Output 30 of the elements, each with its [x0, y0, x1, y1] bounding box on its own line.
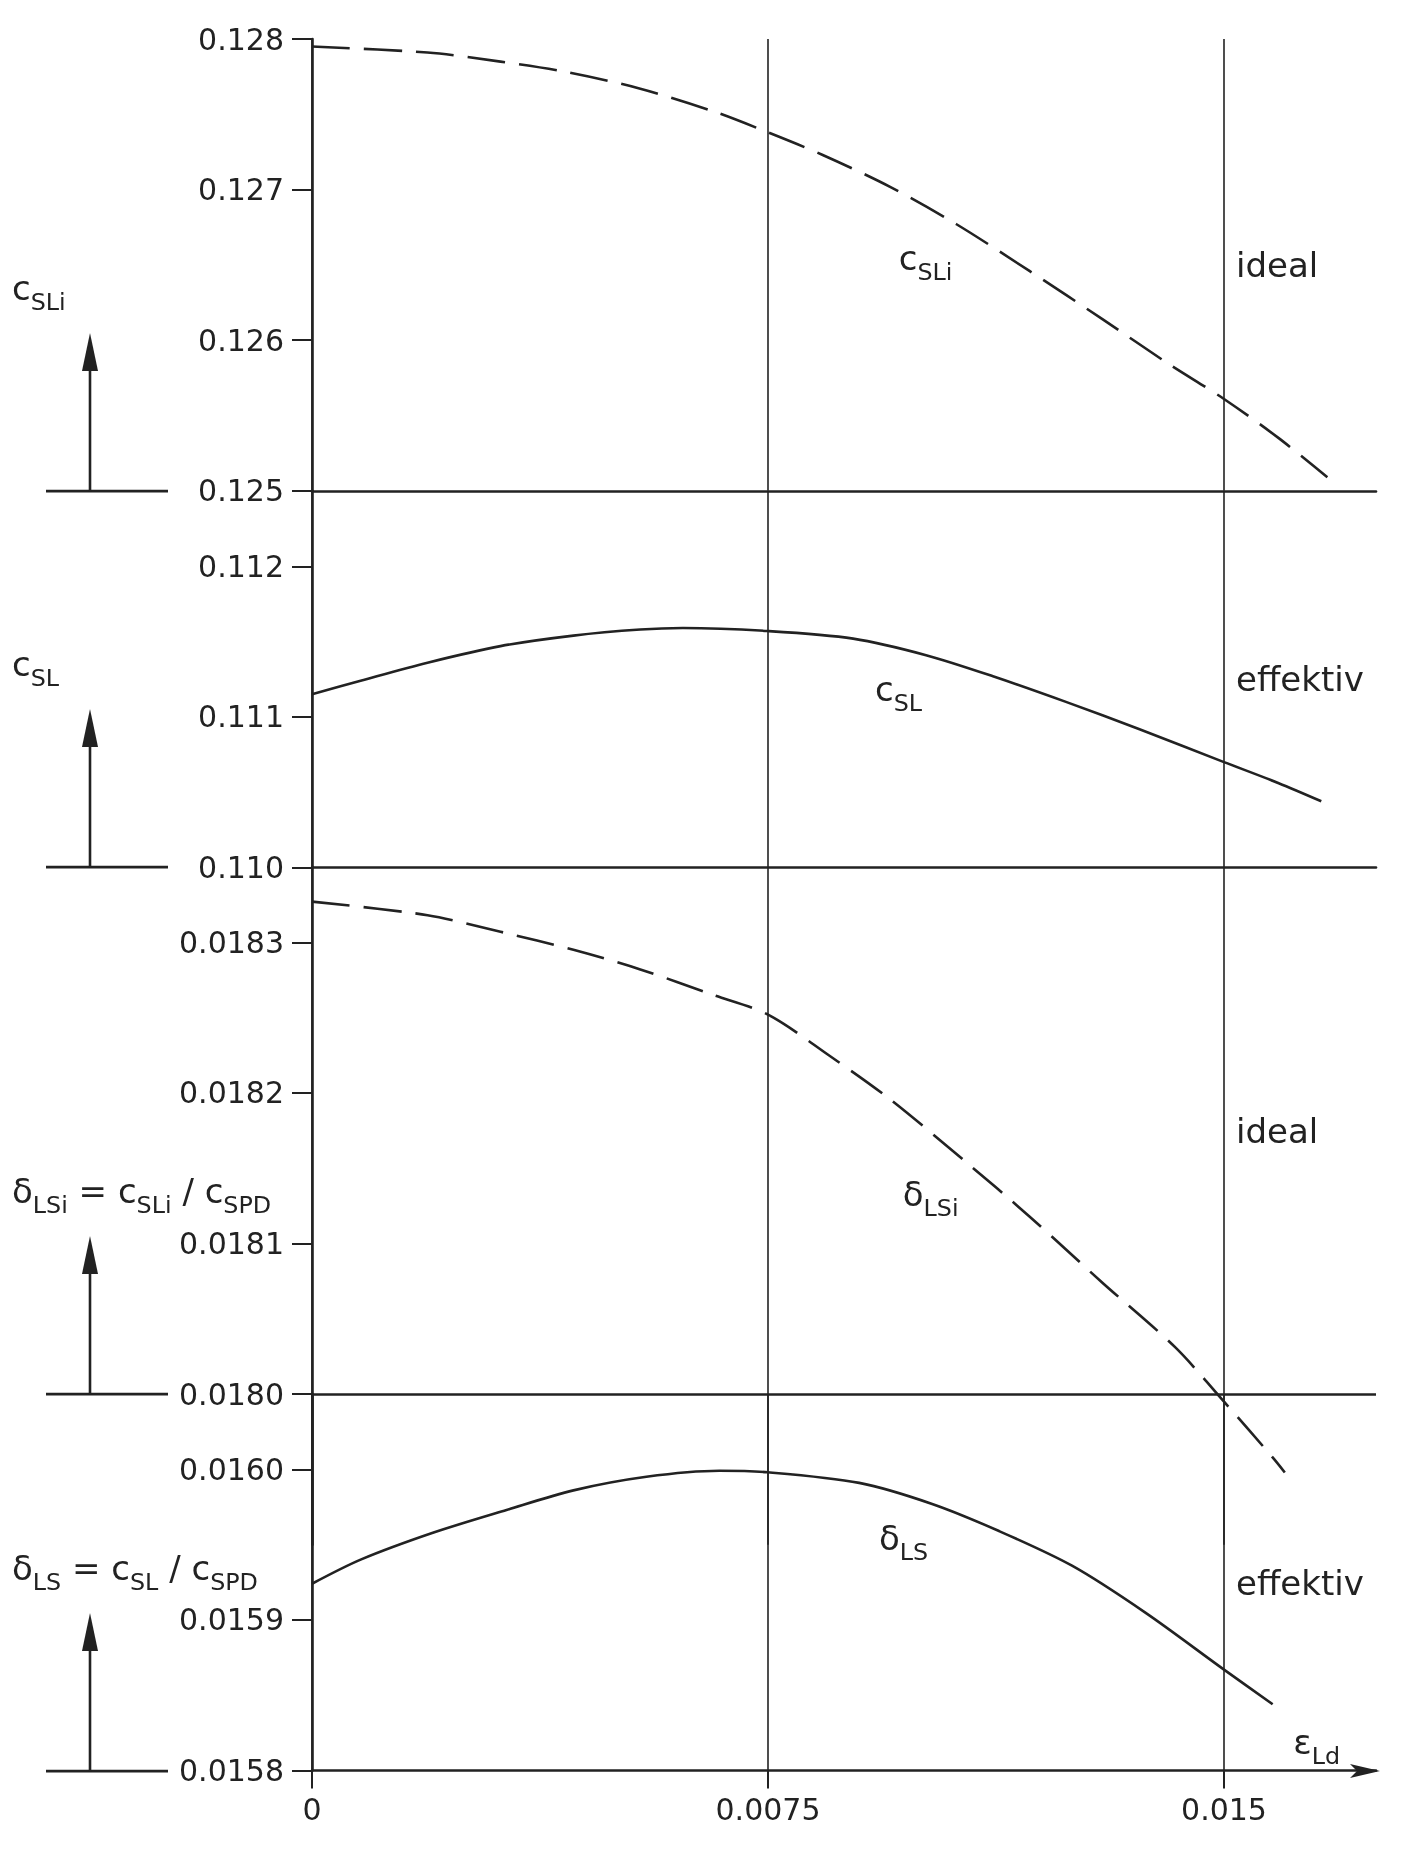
y-tick-label: 0.126	[198, 322, 284, 358]
y-tick-label: 0.0180	[179, 1376, 284, 1412]
y-tick-label: 0.0159	[179, 1602, 284, 1638]
x-tick-label: 0.0075	[715, 1792, 821, 1828]
y-axis-title: δ$_{LSi}$ = c$_{SLi}$ / c$_{SPD}$	[12, 1171, 272, 1220]
y-tick-label: 0.0182	[179, 1075, 284, 1111]
series-label: c$_{SL}$	[875, 668, 923, 717]
y-tick-label: 0.110	[198, 849, 284, 885]
x-tick-label: 0	[302, 1792, 322, 1828]
annotation: ideal	[1236, 244, 1319, 286]
x-axis-title: ε$_{Ld}$	[1293, 1722, 1340, 1770]
series-label: δ$_{LSi}$	[902, 1173, 959, 1222]
y-tick-label: 0.111	[198, 699, 284, 735]
y-tick-label: 0.0158	[179, 1753, 284, 1789]
series-label: δ$_{LS}$	[878, 1518, 929, 1566]
y-axis-title: c$_{SLi}$	[12, 267, 66, 316]
y-tick-label: 0.0181	[179, 1226, 284, 1262]
y-tick-label: 0.127	[198, 172, 284, 208]
y-tick-label: 0.125	[198, 473, 284, 509]
series-label: c$_{SLi}$	[898, 238, 953, 286]
annotation: effektiv	[1236, 658, 1364, 700]
y-tick-label: 0.112	[198, 548, 284, 584]
x-tick-label: 0.015	[1181, 1792, 1267, 1828]
annotation: ideal	[1236, 1110, 1319, 1152]
y-axis-title: c$_{SL}$	[12, 644, 60, 692]
y-axis-title: δ$_{LS}$ = c$_{SL}$ / c$_{SPD}$	[12, 1548, 258, 1596]
y-tick-label: 0.0160	[179, 1452, 284, 1488]
y-tick-label: 0.128	[198, 21, 284, 57]
y-tick-label: 0.0183	[179, 925, 284, 961]
annotation: effektiv	[1236, 1562, 1364, 1604]
